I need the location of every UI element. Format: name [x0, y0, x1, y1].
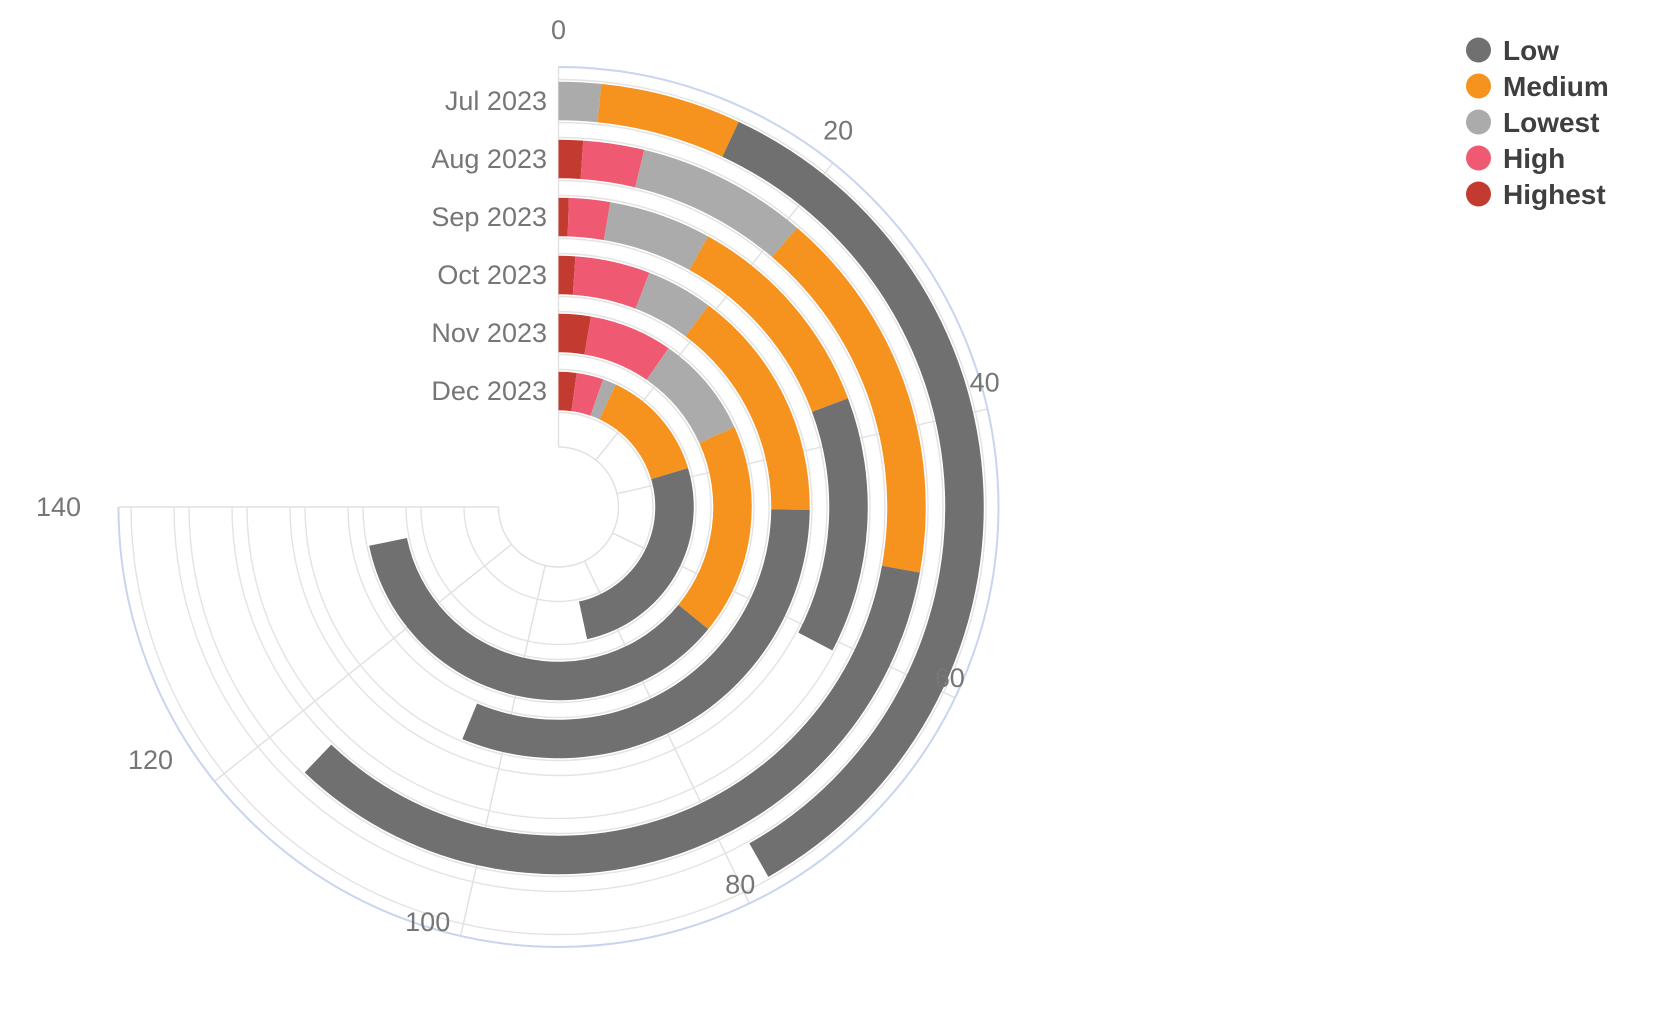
bar-sep-2023-medium[interactable] [689, 236, 849, 412]
bar-jul-2023-low[interactable] [722, 121, 984, 877]
track-inner-nov-2023 [405, 353, 712, 661]
angular-tick-label-80: 80 [725, 870, 755, 900]
bar-sep-2023-low[interactable] [798, 398, 868, 651]
legend-item-lowest[interactable]: Lowest [1466, 107, 1599, 138]
track-outer-aug-2023 [188, 136, 929, 878]
category-label-nov-2023: Nov 2023 [431, 318, 547, 348]
legend-label-high[interactable]: High [1503, 143, 1565, 174]
legend-swatch-low[interactable] [1466, 37, 1491, 63]
bar-aug-2023-low[interactable] [304, 565, 920, 875]
bar-dec-2023-low[interactable] [578, 468, 694, 640]
bar-oct-2023-lowest[interactable] [635, 272, 709, 337]
track-outer-nov-2023 [362, 310, 755, 704]
legend-item-high[interactable]: High [1466, 143, 1565, 174]
legend-swatch-highest[interactable] [1466, 181, 1491, 207]
bar-aug-2023-high[interactable] [580, 140, 645, 188]
bar-aug-2023-highest[interactable] [558, 139, 584, 179]
bar-nov-2023-highest[interactable] [558, 313, 591, 355]
bar-dec-2023-highest[interactable] [558, 371, 577, 412]
category-label-oct-2023: Oct 2023 [437, 260, 547, 290]
bar-nov-2023-lowest[interactable] [646, 348, 735, 443]
bar-dec-2023-high[interactable] [571, 372, 604, 416]
bar-nov-2023-low[interactable] [369, 538, 709, 701]
bar-dec-2023-lowest[interactable] [590, 379, 616, 420]
track-outer-sep-2023 [246, 194, 871, 820]
bar-nov-2023-high[interactable] [584, 316, 669, 380]
legend-label-low[interactable]: Low [1503, 35, 1559, 66]
bar-sep-2023-lowest[interactable] [603, 202, 709, 271]
bar-sep-2023-highest[interactable] [558, 197, 569, 237]
angular-gridline-120 [214, 543, 513, 782]
angular-tick-label-100: 100 [405, 907, 450, 937]
track-outer-jul-2023 [130, 78, 987, 936]
bar-nov-2023-medium[interactable] [678, 427, 752, 630]
legend-swatch-lowest[interactable] [1466, 109, 1491, 135]
angular-tick-label-40: 40 [970, 367, 1000, 397]
legend-item-highest[interactable]: Highest [1466, 179, 1606, 210]
angular-tick-label-20: 20 [823, 115, 853, 145]
legend-label-highest[interactable]: Highest [1503, 179, 1606, 210]
legend-label-medium[interactable]: Medium [1503, 71, 1609, 102]
angular-tick-label-140: 140 [36, 492, 81, 522]
legend-label-lowest[interactable]: Lowest [1503, 107, 1599, 138]
bar-dec-2023-medium[interactable] [599, 384, 689, 480]
angular-tick-label-120: 120 [128, 745, 173, 775]
category-label-dec-2023: Dec 2023 [431, 376, 547, 406]
category-label-sep-2023: Sep 2023 [431, 202, 547, 232]
legend-item-low[interactable]: Low [1466, 35, 1559, 66]
track-outer-oct-2023 [304, 252, 813, 762]
angular-tick-label-0: 0 [551, 15, 566, 45]
bar-oct-2023-highest[interactable] [558, 255, 576, 295]
bar-jul-2023-lowest[interactable] [558, 81, 602, 123]
inner-hole-gridline-arc [497, 446, 620, 568]
bar-sep-2023-high[interactable] [567, 197, 611, 241]
legend-swatch-high[interactable] [1466, 145, 1491, 171]
bar-oct-2023-medium[interactable] [685, 305, 810, 510]
category-label-jul-2023: Jul 2023 [445, 86, 547, 116]
track-outer-dec-2023 [420, 368, 697, 646]
legend-swatch-medium[interactable] [1466, 73, 1491, 99]
track-inner-aug-2023 [231, 179, 886, 835]
bar-oct-2023-low[interactable] [462, 509, 810, 759]
bar-oct-2023-high[interactable] [572, 256, 650, 309]
bar-aug-2023-medium[interactable] [772, 227, 926, 573]
legend-item-medium[interactable]: Medium [1466, 71, 1609, 102]
outer-boundary-arc [117, 66, 1000, 948]
bar-aug-2023-lowest[interactable] [635, 149, 798, 258]
bar-jul-2023-medium[interactable] [597, 83, 739, 157]
category-label-aug-2023: Aug 2023 [431, 144, 547, 174]
track-inner-oct-2023 [347, 295, 770, 719]
angular-tick-label-60: 60 [935, 663, 965, 693]
track-inner-dec-2023 [463, 411, 654, 603]
track-inner-sep-2023 [289, 237, 828, 777]
track-inner-jul-2023 [173, 121, 944, 893]
